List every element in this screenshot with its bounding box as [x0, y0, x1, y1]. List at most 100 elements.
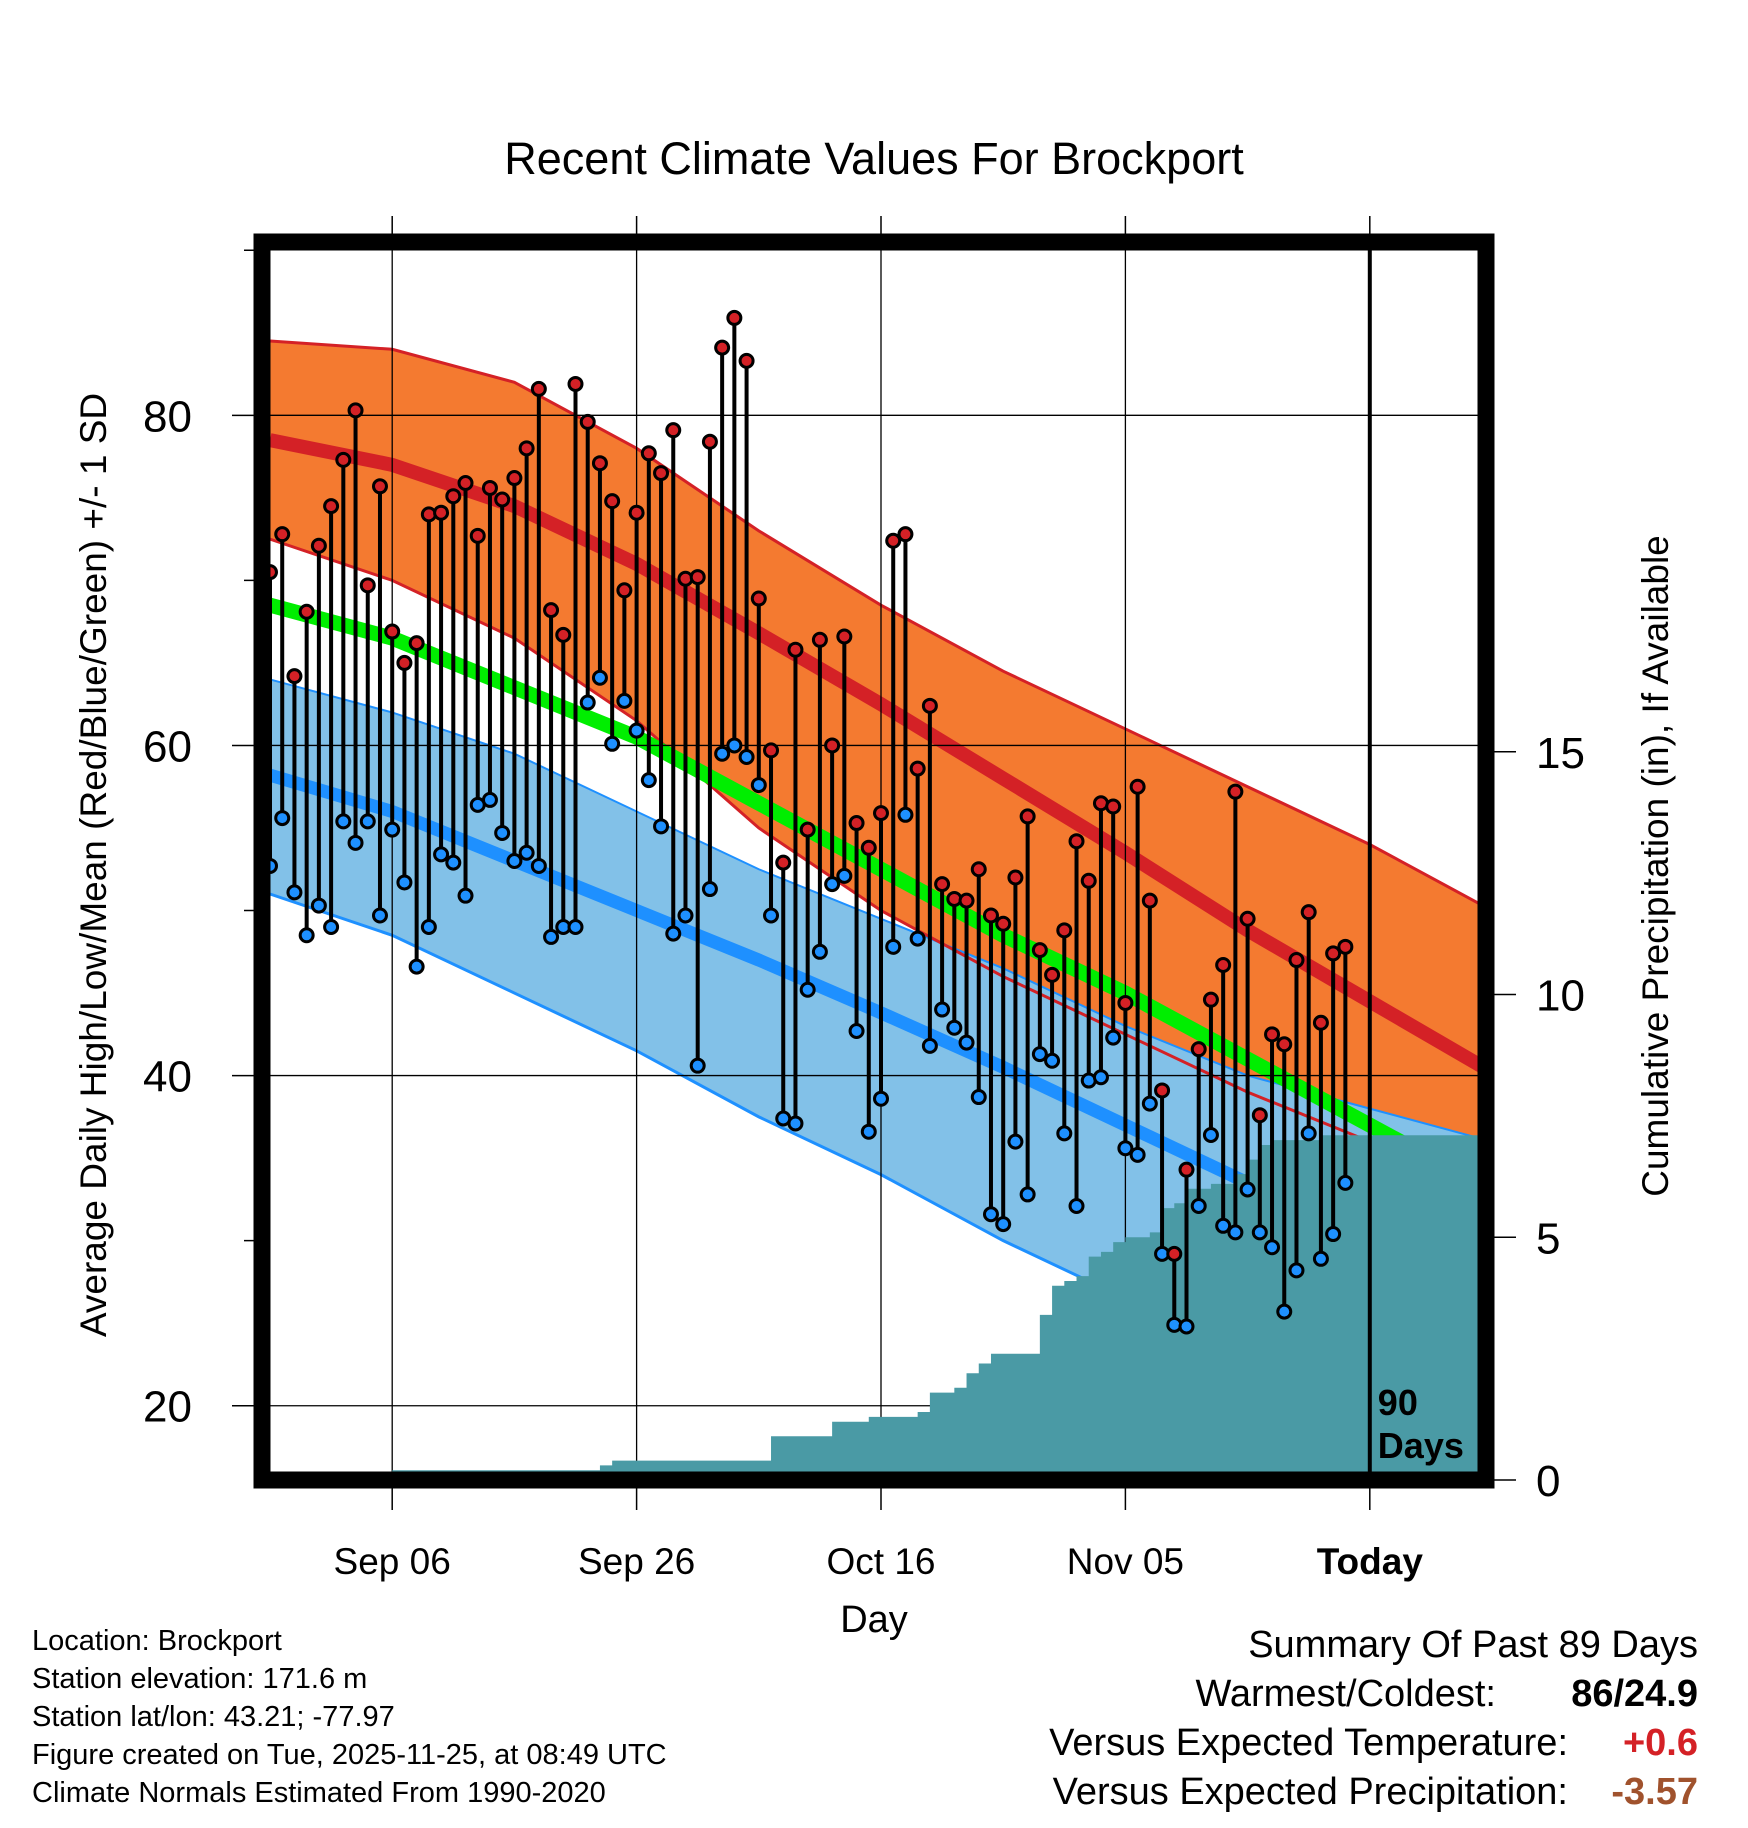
daily-high-point — [885, 532, 902, 549]
y-tick-label: 20 — [143, 1383, 192, 1432]
daily-low-point — [738, 749, 755, 766]
daily-high-point — [555, 626, 572, 643]
daily-high-point — [1019, 808, 1036, 825]
daily-low-point — [689, 1057, 706, 1074]
daily-high-point — [1300, 904, 1317, 921]
daily-high-point — [481, 479, 498, 496]
daily-high-point — [1202, 991, 1219, 1008]
daily-high-point — [616, 582, 633, 599]
daily-low-point — [836, 867, 853, 884]
daily-low-point — [310, 897, 327, 914]
today-days-label: Days — [1378, 1425, 1464, 1466]
daily-low-point — [1288, 1262, 1305, 1279]
daily-high-point — [1190, 1041, 1207, 1058]
daily-high-point — [726, 309, 743, 326]
y2-axis-label: Cumulative Precipitation (in), If Availa… — [1635, 535, 1676, 1197]
daily-low-point — [518, 844, 535, 861]
daily-high-point — [1031, 942, 1048, 959]
daily-high-point — [689, 569, 706, 586]
daily-low-point — [433, 846, 450, 863]
daily-low-point — [640, 772, 657, 789]
daily-high-point — [1080, 872, 1097, 889]
daily-high-point — [1227, 783, 1244, 800]
daily-low-point — [1019, 1186, 1036, 1203]
daily-high-point — [873, 805, 889, 822]
daily-high-point — [1215, 956, 1232, 973]
daily-low-point — [1141, 1095, 1158, 1112]
daily-high-point — [323, 498, 340, 515]
daily-high-point — [457, 474, 474, 491]
daily-high-point — [970, 861, 987, 878]
daily-high-point — [286, 668, 303, 685]
temp-label: Versus Expected Temperature: — [1049, 1722, 1568, 1764]
daily-high-point — [714, 339, 731, 356]
daily-high-point — [530, 380, 547, 397]
daily-low-point — [1092, 1069, 1109, 1086]
daily-high-point — [274, 526, 291, 543]
daily-low-point — [763, 907, 780, 924]
daily-low-point — [885, 938, 902, 955]
daily-low-point — [604, 735, 621, 752]
y-tick-label: 80 — [143, 392, 192, 441]
daily-high-point — [738, 352, 755, 369]
daily-high-point — [396, 654, 413, 671]
daily-high-point — [1276, 1036, 1293, 1053]
daily-low-point — [897, 806, 914, 823]
daily-high-point — [824, 737, 841, 754]
daily-high-point — [1264, 1026, 1281, 1043]
daily-low-point — [384, 821, 401, 838]
daily-high-point — [982, 907, 999, 924]
y-tick-label: 60 — [143, 722, 192, 771]
daily-high-point — [701, 433, 718, 450]
daily-low-point — [1007, 1133, 1024, 1150]
daily-low-point — [848, 1023, 865, 1040]
daily-low-point — [567, 919, 584, 936]
daily-high-point — [494, 491, 511, 508]
daily-low-point — [1215, 1217, 1232, 1234]
y2-tick-label: 15 — [1536, 729, 1585, 778]
daily-high-point — [335, 451, 352, 468]
daily-low-point — [530, 857, 547, 874]
y-axis-label: Average Daily High/Low/Mean (Red/Blue/Gr… — [73, 393, 114, 1337]
daily-low-point — [1105, 1029, 1122, 1046]
daily-high-point — [1239, 910, 1256, 927]
daily-high-point — [518, 440, 535, 457]
daily-low-point — [921, 1037, 938, 1054]
daily-high-point — [848, 815, 865, 832]
y-tick-label: 40 — [143, 1053, 192, 1102]
daily-low-point — [591, 669, 608, 686]
warmest-label: Warmest/Coldest: — [1195, 1673, 1496, 1715]
normals-text: Climate Normals Estimated From 1990-2020 — [32, 1777, 606, 1809]
daily-high-point — [1178, 1161, 1195, 1178]
precip-value: -3.57 — [1611, 1771, 1698, 1813]
daily-low-point — [408, 958, 425, 975]
daily-high-point — [665, 422, 682, 439]
daily-low-point — [982, 1206, 999, 1223]
x-tick-label: Today — [1317, 1541, 1424, 1582]
daily-low-point — [420, 919, 437, 936]
daily-high-point — [298, 603, 315, 620]
y2-tick-label: 5 — [1536, 1214, 1560, 1263]
daily-high-point — [359, 577, 376, 594]
daily-low-point — [396, 874, 413, 891]
y2-tick-label: 10 — [1536, 972, 1585, 1021]
daily-low-point — [1312, 1250, 1329, 1267]
daily-high-point — [640, 445, 657, 462]
daily-low-point — [873, 1090, 889, 1107]
daily-low-point — [860, 1123, 877, 1140]
daily-high-point — [1068, 833, 1085, 850]
daily-high-point — [628, 504, 645, 521]
daily-low-point — [579, 694, 596, 711]
daily-low-point — [653, 818, 670, 835]
daily-high-point — [836, 628, 853, 645]
x-tick-label: Sep 26 — [578, 1541, 695, 1582]
daily-low-point — [494, 824, 511, 841]
daily-low-point — [970, 1089, 987, 1106]
chart-title: Recent Climate Values For Brockport — [504, 133, 1244, 184]
daily-low-point — [1325, 1226, 1342, 1243]
daily-high-point — [310, 537, 327, 554]
daily-high-point — [1044, 966, 1061, 983]
daily-high-point — [1312, 1014, 1329, 1031]
daily-low-point — [1129, 1146, 1146, 1163]
